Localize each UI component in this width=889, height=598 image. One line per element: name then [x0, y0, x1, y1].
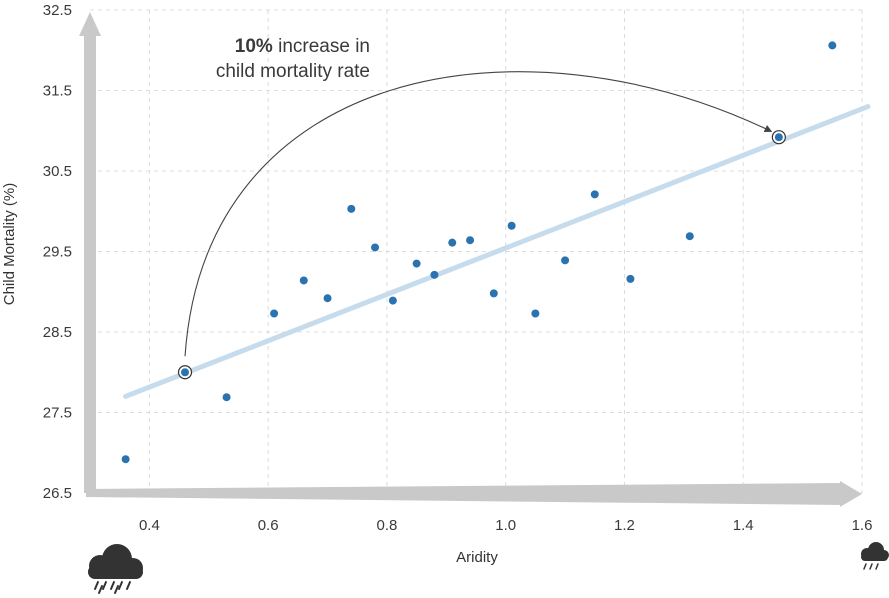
- data-point: [561, 256, 570, 265]
- x-tick-label: 1.6: [852, 517, 873, 534]
- heavy-rain-cloud-icon: [88, 544, 143, 594]
- y-tick-label: 29.5: [43, 244, 72, 261]
- y-axis-arrow: [79, 12, 101, 493]
- data-point: [590, 190, 599, 199]
- trend-line: [123, 104, 871, 399]
- y-tick-labels: 32.5 31.5 30.5 29.5 28.5 27.5 26.5: [43, 2, 72, 502]
- x-tick-label: 1.0: [495, 517, 516, 534]
- annotation-line1: increase in: [273, 36, 370, 57]
- data-point: [299, 276, 308, 285]
- annotation-line2: child mortality rate: [216, 61, 370, 82]
- data-point: [507, 221, 516, 230]
- data-point: [430, 270, 439, 279]
- x-tick-labels: 0.4 0.6 0.8 1.0 1.2 1.4 1.6: [139, 517, 872, 534]
- annotation-bold: 10%: [235, 36, 273, 57]
- x-tick-label: 0.6: [258, 517, 279, 534]
- x-tick-label: 1.2: [614, 517, 635, 534]
- data-point: [685, 232, 694, 241]
- x-axis-title: Aridity: [456, 549, 498, 566]
- y-tick-label: 27.5: [43, 405, 72, 422]
- annotation: 10% increase in child mortality rate: [216, 36, 370, 82]
- y-tick-label: 28.5: [43, 324, 72, 341]
- data-point: [371, 243, 380, 252]
- y-tick-label: 32.5: [43, 2, 72, 19]
- data-points: [121, 41, 837, 464]
- x-tick-label: 0.4: [139, 517, 160, 534]
- y-axis-title: Child Mortality (%): [1, 183, 18, 306]
- highlight-point: [181, 368, 190, 377]
- highlighted-points: [177, 130, 786, 380]
- data-point: [448, 238, 457, 247]
- data-point: [489, 289, 498, 298]
- data-point: [323, 294, 332, 303]
- data-point: [270, 309, 279, 318]
- light-rain-cloud-icon: [861, 542, 889, 570]
- highlight-point: [774, 133, 783, 142]
- data-point: [531, 309, 540, 318]
- data-point: [121, 455, 130, 464]
- x-tick-label: 1.4: [733, 517, 754, 534]
- x-axis-arrow: [86, 481, 862, 507]
- y-tick-label: 30.5: [43, 163, 72, 180]
- data-point: [466, 236, 475, 245]
- annotation-arrow: [184, 71, 773, 357]
- y-tick-label: 26.5: [43, 485, 72, 502]
- data-point: [222, 393, 231, 402]
- data-point: [626, 274, 635, 283]
- data-point: [347, 204, 356, 213]
- data-point: [388, 296, 397, 305]
- y-tick-label: 31.5: [43, 83, 72, 100]
- svg-text:10% increase in: 10% increase in: [235, 36, 370, 57]
- x-tick-label: 0.8: [376, 517, 397, 534]
- data-point: [828, 41, 837, 50]
- grid-lines: [90, 9, 863, 494]
- data-point: [412, 259, 421, 268]
